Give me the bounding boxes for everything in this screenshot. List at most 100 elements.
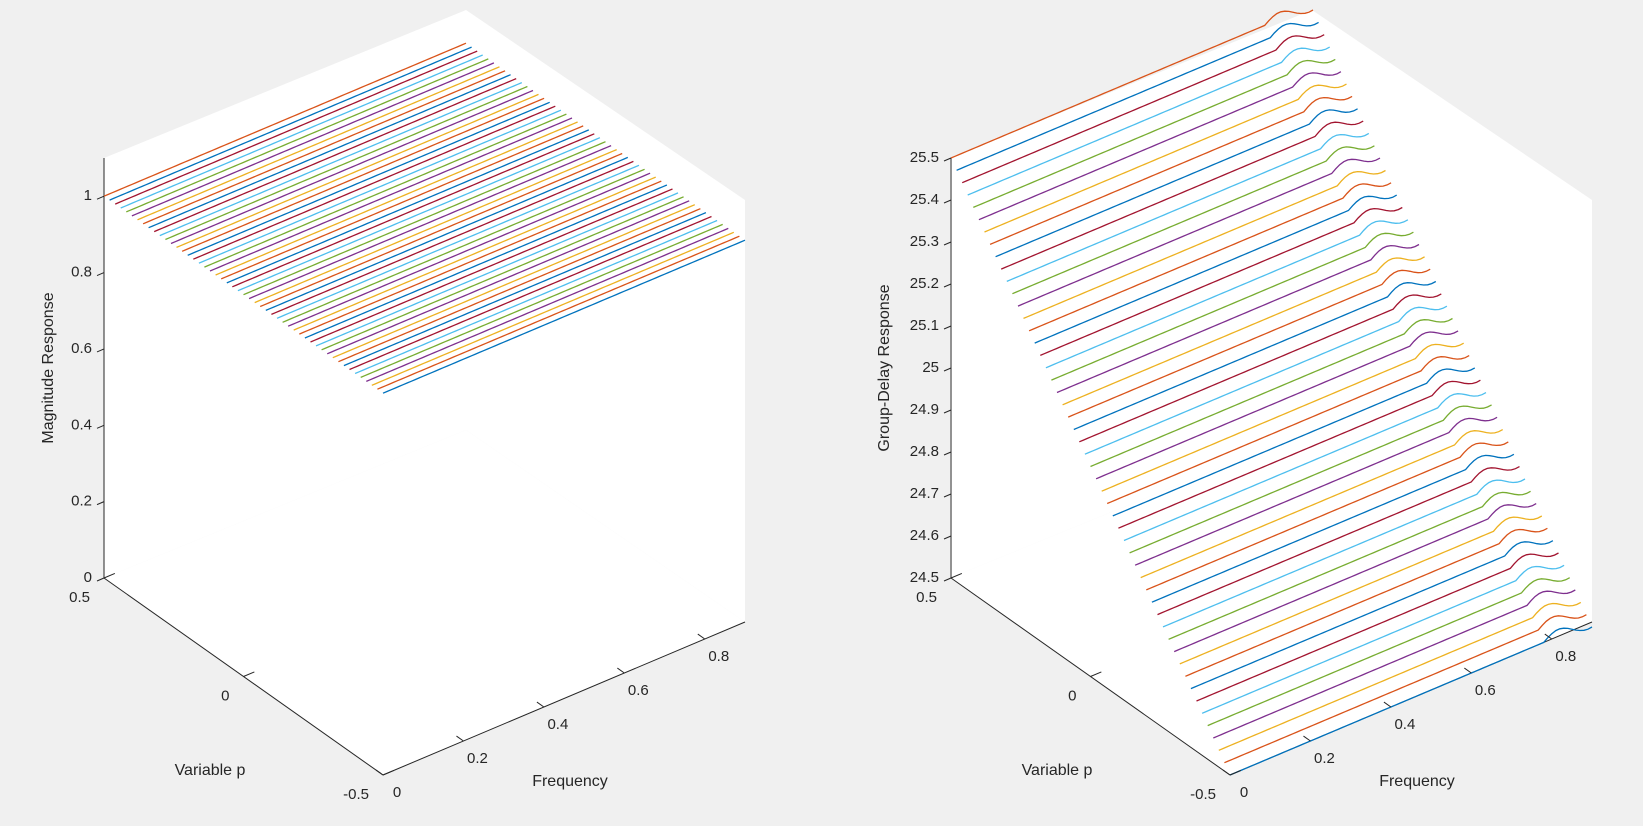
ax1-series-line (276, 164, 640, 319)
ax2-series-line (1118, 379, 1481, 529)
ax1-y-tick (243, 671, 255, 677)
ax1-series-line (243, 141, 606, 296)
ax1-z-tick (96, 577, 105, 582)
magnitude-zlabel: Magnitude Response (40, 292, 57, 443)
ax2-series-line (1051, 231, 1414, 381)
ax2-z-tick (943, 367, 952, 372)
ax2-series-line (1012, 145, 1375, 295)
ax1-y-tick-label: 0.5 (69, 589, 90, 606)
ax1-x-tick-label: 0.4 (547, 716, 568, 733)
ax2-series-line (1084, 305, 1448, 455)
ax1-series-line (304, 184, 668, 339)
ax1-x-tick (375, 769, 384, 776)
magnitude-lines (103, 42, 746, 394)
ax1-series-line (153, 78, 517, 233)
ax1-series-line (371, 231, 735, 386)
ax1-series-line (326, 200, 690, 355)
ax2-z-tick-label: 24.7 (910, 485, 939, 502)
ax1-series-line (170, 89, 534, 245)
ax2-z-tick-label: 25.1 (910, 317, 939, 334)
ax2-y-tick (950, 572, 963, 579)
ax2-series-line (1218, 601, 1582, 751)
ax2-z-tick (943, 451, 952, 456)
ax1-series-line (187, 101, 550, 256)
ax2-series-line (1201, 564, 1565, 714)
ax2-series-line (1079, 293, 1442, 443)
ax2-z-tick (943, 199, 952, 204)
group-delay-axes: 0 0.2 0.4 0.6 0.8 -0.5 0 0.5 24.5 24.6 24.7 24.8 24.… (876, 9, 1593, 803)
ax1-z-tick (96, 348, 105, 353)
group-delay-ylabel: Variable p (1022, 762, 1093, 779)
ax1-x-tick-label: 0 (393, 784, 401, 801)
ax2-series-line (1229, 626, 1593, 776)
ax2-y-tick (1090, 671, 1102, 677)
ax2-z-tick-label: 24.6 (910, 527, 939, 544)
ax1-z-tick-label: 1 (84, 187, 92, 204)
ax1-z-tick-label: 0.2 (71, 493, 92, 510)
ax2-series-line (1185, 527, 1548, 677)
ax2-series-line (1146, 441, 1509, 591)
ax1-series-line (232, 133, 595, 288)
ax2-z-tick (943, 283, 952, 288)
ax2-series-line (1157, 466, 1520, 616)
ax1-y-tick-label: 0 (221, 688, 229, 705)
ax2-x-tick-label: 0.2 (1314, 750, 1335, 767)
ax2-series-line (1034, 194, 1398, 344)
ax1-x-axis-line (382, 621, 746, 776)
ax1-series-line (159, 82, 523, 237)
ax2-series-line (950, 9, 1314, 159)
ax1-series-line (360, 223, 723, 378)
ax2-series-line (989, 95, 1353, 245)
ax1-series-line (377, 235, 740, 390)
ax1-z-tick (96, 272, 105, 277)
ax2-y-tick-label: 0.5 (916, 589, 937, 606)
ax2-series-line (1101, 342, 1464, 492)
ax2-series-line (1073, 280, 1437, 431)
ax1-series-line (137, 66, 500, 221)
ax1-series-line (215, 121, 578, 276)
ax1-z-tick-label: 0 (84, 569, 92, 586)
ax2-x-tick (1383, 701, 1392, 708)
ax1-z-tick-label: 0.4 (71, 416, 92, 433)
ax2-series-line (1173, 503, 1537, 653)
ax2-series-line (1017, 157, 1381, 307)
ax1-series-line (204, 113, 567, 268)
ax1-series-line (120, 54, 483, 209)
ax1-series-line (209, 117, 573, 272)
ax2-series-line (1179, 515, 1543, 665)
group-delay-xlabel: Frequency (1379, 773, 1455, 790)
ax2-x-tick (1544, 633, 1553, 640)
ax2-z-tick-label: 25.2 (910, 275, 939, 292)
ax2-series-line (1000, 120, 1364, 270)
ax2-series-line (1090, 317, 1453, 468)
ax2-x-tick-label: 0.4 (1394, 716, 1415, 733)
ax2-x-tick-label: 0.6 (1475, 682, 1496, 699)
ax2-z-tick (943, 577, 952, 582)
group-delay-floor-pane (950, 430, 1592, 775)
ax2-z-tick (943, 535, 952, 540)
ax1-series-line (237, 137, 601, 292)
ax1-series-line (148, 74, 511, 229)
ax2-series-line (1045, 219, 1409, 369)
group-delay-lines (950, 9, 1593, 776)
ax2-series-line (1207, 577, 1571, 727)
ax2-series-line (1151, 453, 1515, 603)
ax1-series-line (349, 215, 712, 371)
ax1-series-line (299, 180, 662, 335)
ax2-series-line (995, 108, 1358, 258)
ax1-series-line (142, 70, 506, 225)
ax1-y-tick (382, 769, 395, 776)
ax2-series-line (1006, 132, 1370, 282)
ax2-series-line (1067, 268, 1431, 418)
ax1-series-line (382, 239, 746, 394)
ax2-z-tick (943, 493, 952, 498)
ax1-series-line (114, 50, 478, 205)
ax1-series-line (343, 212, 707, 367)
ax1-series-line (321, 196, 684, 351)
ax2-series-line (967, 46, 1331, 196)
ax2-series-line (1112, 367, 1476, 517)
ax2-series-line (956, 21, 1319, 171)
ax1-series-line (259, 152, 623, 308)
ax1-z-tick-label: 0.6 (71, 340, 92, 357)
